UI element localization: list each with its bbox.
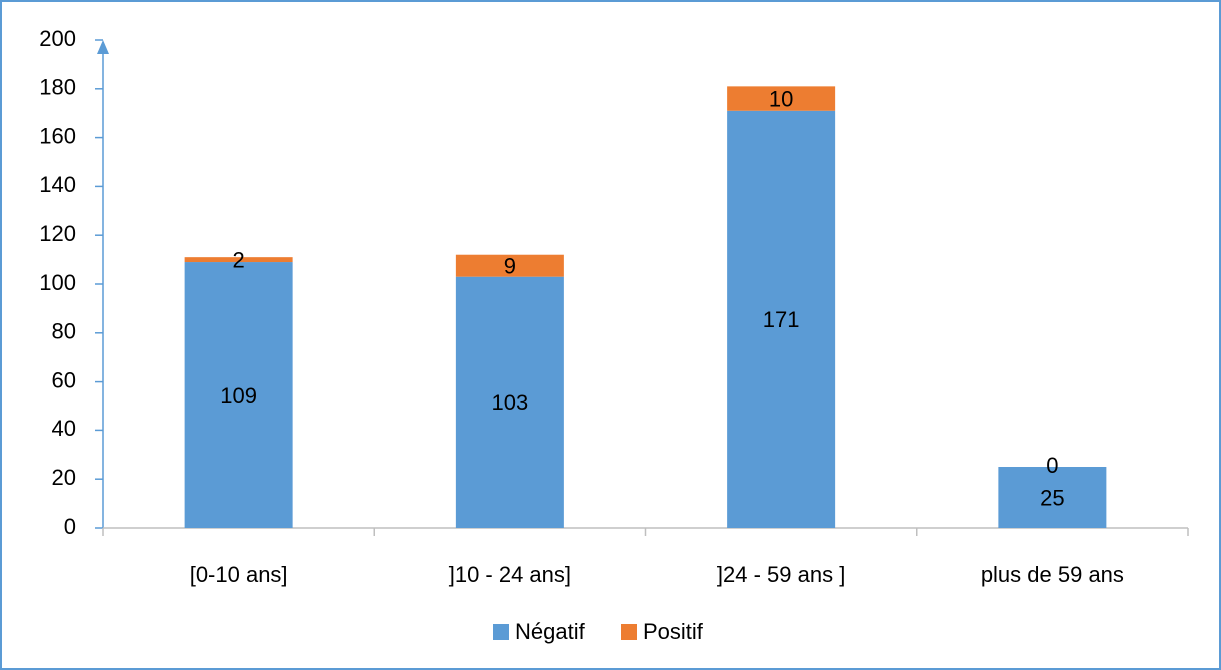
bar-segment	[184, 262, 293, 528]
bar-segment	[455, 276, 564, 528]
x-tick-label: ]24 - 59 ans ]	[717, 562, 845, 587]
bar-segment	[727, 86, 836, 111]
y-tick-label: 140	[39, 172, 76, 197]
data-label: 9	[504, 254, 516, 279]
data-label: 109	[220, 383, 257, 408]
y-tick-label: 0	[64, 514, 76, 539]
y-tick-label: 20	[52, 465, 76, 490]
data-label: 103	[492, 390, 529, 415]
data-label: 10	[769, 86, 793, 111]
bar-segment	[455, 254, 564, 277]
legend-swatch	[621, 624, 637, 640]
bar-segment	[727, 110, 836, 528]
y-tick-label: 100	[39, 270, 76, 295]
data-label: 171	[763, 307, 800, 332]
x-tick-label: plus de 59 ans	[981, 562, 1124, 587]
data-label: 2	[233, 247, 245, 272]
y-tick-label: 60	[52, 367, 76, 392]
x-tick-label: [0-10 ans]	[190, 562, 288, 587]
data-label: 0	[1046, 453, 1058, 478]
y-axis-arrow	[97, 40, 109, 54]
bar-segment	[998, 467, 1107, 528]
data-label: 25	[1040, 485, 1064, 510]
y-tick-label: 180	[39, 75, 76, 100]
y-tick-label: 120	[39, 221, 76, 246]
x-tick-label: ]10 - 24 ans]	[449, 562, 571, 587]
y-tick-label: 80	[52, 319, 76, 344]
legend-label: Positif	[643, 619, 704, 644]
y-tick-label: 160	[39, 123, 76, 148]
bar-segment	[184, 257, 293, 263]
y-tick-label: 200	[39, 26, 76, 51]
legend-swatch	[493, 624, 509, 640]
y-tick-label: 40	[52, 416, 76, 441]
legend-label: Négatif	[515, 619, 586, 644]
